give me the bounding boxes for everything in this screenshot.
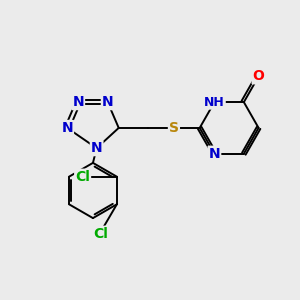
Text: N: N [208, 147, 220, 161]
Text: Cl: Cl [94, 227, 109, 241]
Text: N: N [91, 141, 102, 155]
Text: N: N [61, 121, 73, 135]
Text: O: O [253, 69, 265, 83]
Text: N: N [102, 95, 113, 109]
Text: NH: NH [204, 96, 225, 109]
Text: Cl: Cl [75, 170, 90, 184]
Text: N: N [72, 95, 84, 109]
Text: S: S [169, 121, 179, 135]
